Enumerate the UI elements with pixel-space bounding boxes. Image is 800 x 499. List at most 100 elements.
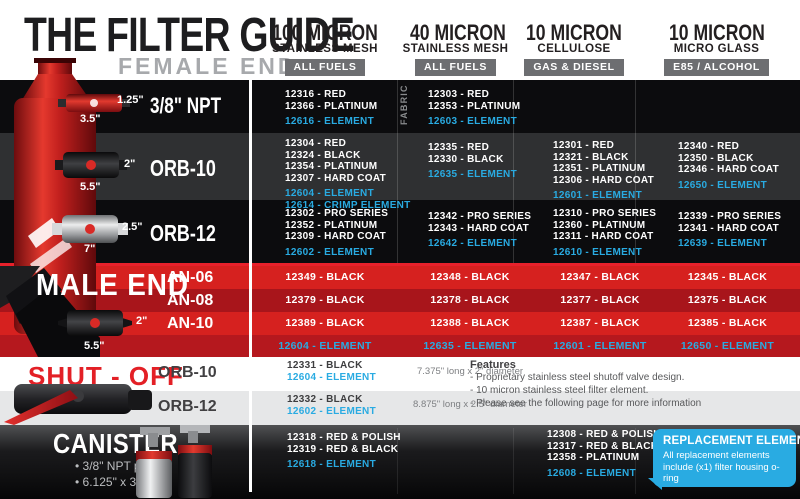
- part-number: 12309 - HARD COAT: [285, 231, 387, 242]
- element-list: 12604 - ELEMENT 12614 - CRIMP ELEMENT: [285, 188, 411, 211]
- female-cell: 12304 - RED 12324 - BLACK 12354 - PLATINUM…: [285, 138, 411, 211]
- part-number: 12304 - RED: [285, 138, 347, 149]
- male-cell: 12348 - BLACK: [430, 271, 510, 283]
- canister-product-images: [136, 425, 212, 498]
- part-number: 12341 - HARD COAT: [678, 222, 780, 234]
- part-number: 12354 - PLATINUM: [285, 161, 378, 172]
- element-list: 12610 - ELEMENT: [553, 247, 656, 259]
- part-number: 12353 - PLATINUM: [428, 100, 521, 112]
- table-main-divider: [249, 80, 252, 492]
- column-micron-label: 10 MICRON: [526, 20, 622, 45]
- row-label-npt: 3/8" NPT: [150, 93, 241, 119]
- male-element-cell: 12635 - ELEMENT: [423, 340, 517, 352]
- part-number: 12318 - RED & POLISH: [287, 432, 401, 443]
- part-list: 12318 - RED & POLISH 12319 - RED & BLACK: [287, 432, 401, 455]
- male-cell: 12388 - BLACK: [430, 317, 510, 329]
- row-label-orb12: ORB-12: [150, 220, 234, 247]
- callout-body-line: include (x1) filter housing o-ring: [663, 461, 780, 485]
- section-title-text: MALE END: [36, 267, 189, 302]
- column-divider: [513, 80, 514, 263]
- row-label-an06: AN-06: [167, 269, 214, 286]
- part-number: 12301 - RED: [553, 140, 615, 151]
- element-part-number: 12603 - ELEMENT: [428, 116, 517, 127]
- female-row-bg-orb12: [0, 200, 800, 263]
- male-cell: 12375 - BLACK: [687, 294, 768, 306]
- male-stripe-bg-3: [0, 312, 800, 335]
- male-section-top-line: [0, 263, 800, 266]
- part-number: 12366 - PLATINUM: [285, 100, 378, 112]
- shutoff-dimension-text: 8.875" long x 2.5" diameter: [413, 399, 527, 410]
- part-number: 12310 - PRO SERIES: [553, 208, 657, 219]
- part-number: 12350 - BLACK: [678, 152, 754, 164]
- part-number: 12335 - RED: [428, 142, 490, 153]
- element-part-number: 12635 - ELEMENT: [428, 169, 517, 180]
- dimension-height-label: 2": [124, 158, 136, 170]
- row-label-an08: AN-08: [167, 292, 214, 309]
- features-heading: Features: [470, 359, 516, 371]
- part-number: 12360 - PLATINUM: [553, 219, 646, 231]
- element-list: 12650 - ELEMENT: [678, 180, 779, 192]
- column-micron-label: 10 MICRON: [668, 20, 765, 45]
- element-part-number: 12642 - ELEMENT: [428, 238, 517, 249]
- part-number: 12330 - BLACK: [428, 153, 504, 165]
- element-list: 12639 - ELEMENT: [678, 238, 781, 250]
- dimension-length-label: 3.5": [80, 113, 101, 125]
- part-number: 12352 - PLATINUM: [285, 219, 378, 231]
- male-stripe-bg-2: [0, 289, 800, 312]
- dimension-height-label: 2": [136, 315, 148, 327]
- female-cell: 12310 - PRO SERIES 12360 - PLATINUM 12311 …: [553, 208, 656, 258]
- male-cell: 12377 - BLACK: [560, 294, 640, 306]
- callout-body-line: All replacement elements: [663, 450, 770, 461]
- female-cell: 12303 - RED 12353 - PLATINUM 12603 - ELEM…: [428, 89, 520, 128]
- part-list: 12342 - PRO SERIES 12343 - HARD COAT: [428, 211, 531, 234]
- inline-filter-black-male-image: [58, 310, 132, 336]
- column-fuel-badge: ALL FUELS: [284, 59, 366, 76]
- feature-item: - Proprietary stainless steel shutoff va…: [470, 372, 685, 383]
- column-micron-label: 40 MICRON: [409, 20, 506, 45]
- part-number: 12303 - RED: [428, 89, 490, 100]
- part-list: 12301 - RED 12321 - BLACK 12351 - PLATINUM…: [553, 140, 654, 186]
- element-part-number: 12602 - ELEMENT: [285, 246, 374, 258]
- column-fuel-badge: E85 / ALCOHOL: [664, 59, 769, 76]
- male-element-cell: 12604 - ELEMENT: [278, 340, 372, 352]
- element-list: 12635 - ELEMENT: [428, 169, 517, 181]
- column-fuel-badge: ALL FUELS: [415, 59, 496, 76]
- row-label-shutoff-orb10: ORB-10: [158, 364, 217, 381]
- part-list: 12302 - PRO SERIES 12352 - PLATINUM 12309 …: [285, 208, 388, 243]
- element-part-number: 12604 - ELEMENT: [287, 372, 376, 383]
- column-fuel-badge: GAS & DIESEL: [524, 59, 624, 76]
- element-list: 12618 - ELEMENT: [287, 459, 401, 471]
- row-label-text: ORB-10: [150, 155, 216, 181]
- dimension-length-label: 5.5": [84, 340, 105, 352]
- part-list: 12304 - RED 12324 - BLACK 12354 - PLATINUM…: [285, 138, 411, 184]
- element-part-number: 12616 - ELEMENT: [285, 116, 374, 127]
- row-label-shutoff-orb12: ORB-12: [158, 398, 217, 415]
- column-header-100-micron: 100 MICRON STAINLESS MESH ALL FUELS: [252, 22, 398, 76]
- page-title-text: THE FILTER GUIDE: [24, 9, 355, 62]
- part-number: 12317 - RED & BLACK: [547, 440, 659, 452]
- element-list: 12608 - ELEMENT: [547, 468, 661, 480]
- element-part-number: 12614 - CRIMP ELEMENT: [285, 199, 411, 211]
- element-part-number: 12650 - ELEMENT: [678, 179, 767, 191]
- dimension-height-label: 2.5": [122, 221, 143, 233]
- part-number: 12358 - PLATINUM: [547, 452, 640, 463]
- row-label-orb10: ORB-10: [150, 155, 234, 182]
- dimension-length-label: 5.5": [80, 181, 101, 193]
- element-part-number: 12601 - ELEMENT: [553, 190, 642, 201]
- column-divider: [397, 80, 398, 263]
- row-label-an10: AN-10: [167, 315, 214, 332]
- shutoff-dimension-text: 7.375" long x 2" diameter: [416, 366, 524, 377]
- male-cell: 12385 - BLACK: [687, 317, 768, 329]
- column-header-10-micron-micro-glass: 10 MICRON MICRO GLASS E85 / ALCOHOL: [635, 22, 798, 76]
- fabric-note: FABRIC: [399, 84, 409, 125]
- part-list: 12339 - PRO SERIES 12341 - HARD COAT: [678, 211, 781, 234]
- element-list: 12616 - ELEMENT: [285, 116, 377, 128]
- element-part-number: 12608 - ELEMENT: [547, 467, 636, 479]
- section-subtitle-female-end: FEMALE END: [118, 53, 298, 79]
- male-cell: 12345 - BLACK: [687, 271, 768, 283]
- column-media-label: MICRO GLASS: [673, 43, 760, 55]
- inline-filter-red-image: [58, 94, 130, 112]
- female-cell: 12301 - RED 12321 - BLACK 12351 - PLATINUM…: [553, 140, 654, 202]
- part-number: 12340 - RED: [678, 141, 740, 152]
